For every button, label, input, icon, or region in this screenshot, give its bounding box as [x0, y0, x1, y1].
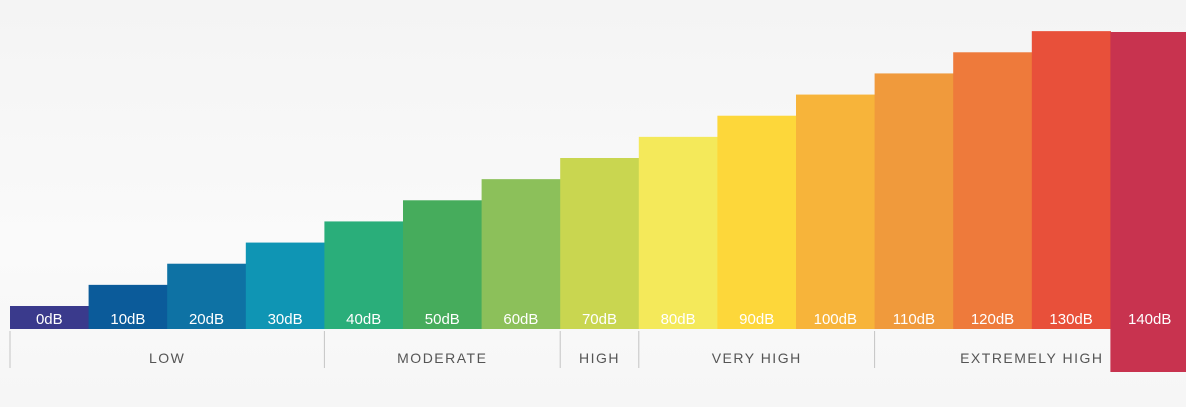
- bar-110dB: [874, 73, 954, 329]
- bar-label: 70dB: [582, 311, 617, 328]
- bar-50dB: [403, 200, 483, 329]
- bar-70dB: [560, 158, 640, 329]
- bar-label: 90dB: [739, 311, 774, 328]
- bar-label: 60dB: [503, 311, 538, 328]
- bar-label: 0dB: [36, 311, 63, 328]
- group-label-extremely-high: EXTREMELY HIGH: [960, 350, 1103, 366]
- bar-label: 120dB: [971, 311, 1014, 328]
- bar-label: 50dB: [425, 311, 460, 328]
- group-label-high: HIGH: [579, 350, 620, 366]
- bar-30dB: [245, 242, 325, 329]
- group-label-very-high: VERY HIGH: [712, 350, 802, 366]
- bar-label: 110dB: [893, 311, 935, 328]
- group-label-moderate: MODERATE: [397, 350, 487, 366]
- bar-90dB: [717, 115, 797, 329]
- bar-80dB: [638, 136, 718, 329]
- bar-130dB: [1031, 31, 1111, 330]
- bar-label: 10dB: [110, 311, 145, 328]
- bar-label: 20dB: [189, 311, 224, 328]
- bar-20dB: [167, 263, 247, 329]
- group-label-low: LOW: [149, 350, 185, 366]
- bar-0dB: [10, 306, 90, 329]
- bar-140dB: [1110, 32, 1186, 372]
- bar-120dB: [953, 52, 1033, 330]
- bar-label: 130dB: [1049, 311, 1092, 328]
- bars-group: [10, 31, 1186, 372]
- bar-labels-group: 0dB 10dB 20dB 30dB 40dB 50dB 60dB 70dB 80dB 90dB 1…: [36, 311, 1171, 328]
- bar-10dB: [88, 284, 168, 329]
- bar-label: 40dB: [346, 311, 381, 328]
- bar-label: 80dB: [661, 311, 696, 328]
- bar-40dB: [324, 221, 404, 329]
- group-separators: [9, 331, 876, 368]
- bar-label: 100dB: [814, 311, 857, 328]
- bar-label: 30dB: [268, 311, 303, 328]
- bar-label: 140dB: [1128, 311, 1171, 328]
- bar-100dB: [796, 94, 876, 329]
- bar-60dB: [481, 179, 561, 329]
- group-labels-group: LOW MODERATE HIGH VERY HIGH EXTREMELY HIGH: [149, 350, 1103, 366]
